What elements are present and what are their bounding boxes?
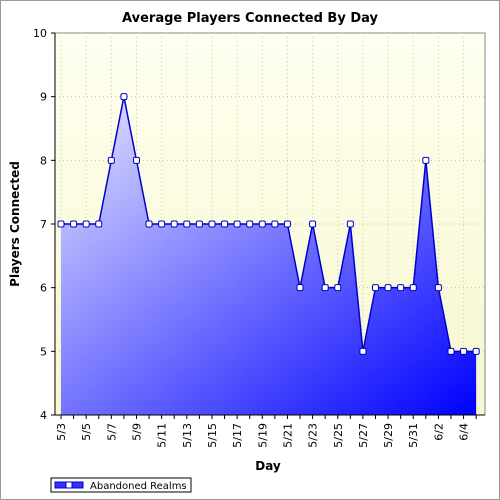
chart-title: Average Players Connected By Day bbox=[122, 11, 378, 26]
x-tick-label: 5/19 bbox=[256, 423, 269, 448]
legend-box bbox=[50, 477, 192, 493]
x-tick-label: 5/9 bbox=[130, 423, 143, 441]
data-point-marker bbox=[472, 347, 480, 355]
data-point-marker bbox=[246, 220, 254, 228]
series-line bbox=[61, 96, 477, 353]
x-tick-label: 5/5 bbox=[80, 423, 93, 441]
data-point-marker bbox=[233, 220, 241, 228]
data-point-marker bbox=[95, 220, 103, 228]
data-point-marker bbox=[460, 347, 468, 355]
data-point-marker bbox=[359, 347, 367, 355]
area-layer bbox=[61, 96, 477, 416]
x-tick-label: 5/27 bbox=[357, 423, 370, 448]
data-point-marker bbox=[271, 220, 279, 228]
data-point-marker bbox=[397, 284, 405, 292]
data-point-marker bbox=[447, 347, 455, 355]
data-point-marker bbox=[183, 220, 191, 228]
y-tick-label: 8 bbox=[40, 154, 47, 167]
x-tick-label: 5/3 bbox=[55, 423, 68, 441]
data-point-marker bbox=[208, 220, 216, 228]
x-tick-label: 5/17 bbox=[231, 423, 244, 448]
y-tick-label: 6 bbox=[40, 282, 47, 295]
x-tick-label: 5/25 bbox=[332, 423, 345, 448]
y-ticks: 4 5 6 7 8 9 10 bbox=[33, 27, 55, 422]
x-tick-label: 5/7 bbox=[105, 423, 118, 441]
data-point-marker bbox=[120, 93, 128, 101]
y-tick-label: 5 bbox=[40, 345, 47, 358]
data-point-marker bbox=[409, 284, 417, 292]
x-tick-label: 6/2 bbox=[432, 423, 445, 441]
data-point-marker bbox=[434, 284, 442, 292]
markers bbox=[57, 93, 480, 355]
x-tick-label: 5/23 bbox=[307, 423, 320, 448]
x-tick-label: 5/13 bbox=[181, 423, 194, 448]
x-tick-label: 5/21 bbox=[281, 423, 294, 448]
data-point-marker bbox=[132, 156, 140, 164]
y-tick-label: 9 bbox=[40, 91, 47, 104]
legend: Abandoned Realms bbox=[50, 477, 192, 493]
data-point-marker bbox=[296, 284, 304, 292]
x-tick-label: 5/15 bbox=[206, 423, 219, 448]
x-tick-label: 5/31 bbox=[407, 423, 420, 448]
legend-marker bbox=[65, 481, 73, 489]
data-point-marker bbox=[158, 220, 166, 228]
x-axis-label: Day bbox=[255, 459, 281, 473]
y-tick-label: 10 bbox=[33, 27, 47, 40]
data-point-marker bbox=[195, 220, 203, 228]
y-tick-label: 7 bbox=[40, 218, 47, 231]
data-point-marker bbox=[70, 220, 78, 228]
data-point-marker bbox=[57, 220, 65, 228]
x-tick-label: 6/4 bbox=[458, 423, 471, 441]
data-point-marker bbox=[309, 220, 317, 228]
data-point-marker bbox=[422, 156, 430, 164]
legend-entry-label: Abandoned Realms bbox=[90, 481, 187, 492]
data-point-marker bbox=[145, 220, 153, 228]
data-point-marker bbox=[346, 220, 354, 228]
data-point-marker bbox=[334, 284, 342, 292]
x-tick-label: 5/11 bbox=[156, 423, 169, 448]
data-point-marker bbox=[107, 156, 115, 164]
y-axis-label: Players Connected bbox=[8, 161, 22, 287]
data-point-marker bbox=[82, 220, 90, 228]
y-tick-label: 4 bbox=[40, 409, 47, 422]
series-area-fill bbox=[61, 96, 477, 416]
data-point-marker bbox=[258, 220, 266, 228]
x-ticks: 5/3 5/5 5/7 5/9 5/11 5/13 5/15 5/17 5/19 5/21 5/23… bbox=[55, 415, 477, 448]
data-point-marker bbox=[221, 220, 229, 228]
data-point-marker bbox=[384, 284, 392, 292]
data-point-marker bbox=[321, 284, 329, 292]
data-point-marker bbox=[372, 284, 379, 292]
data-point-marker bbox=[170, 220, 178, 228]
data-point-marker bbox=[283, 220, 291, 228]
x-tick-label: 5/29 bbox=[382, 423, 395, 448]
